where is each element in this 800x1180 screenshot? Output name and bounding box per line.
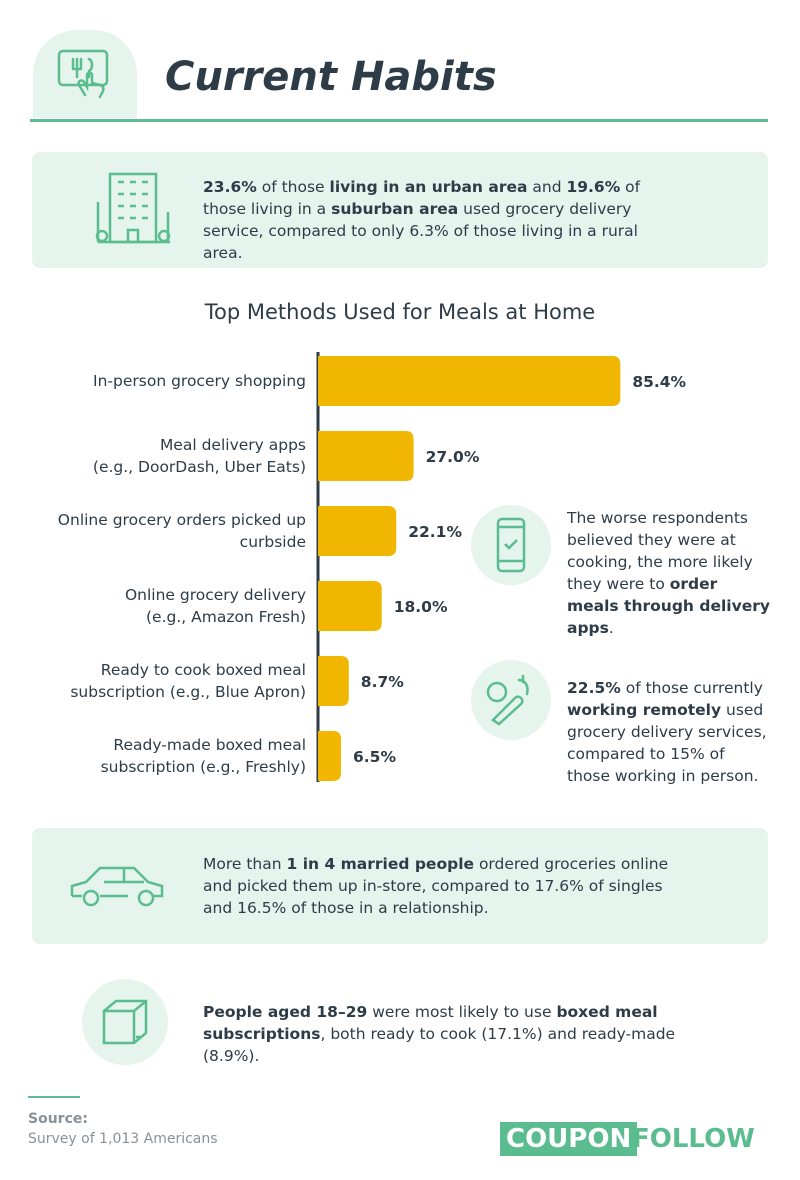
bold-text: People aged 18–29: [203, 1003, 368, 1021]
bold-text: suburban area: [331, 200, 459, 218]
bold-text: 23.6%: [203, 178, 257, 196]
value-label: 22.1%: [408, 523, 462, 541]
veg-icon: [486, 674, 529, 726]
bar: [318, 356, 621, 406]
category-label: Online grocery delivery (e.g., Amazon Fr…: [124, 586, 306, 626]
header-icon-bg: [33, 30, 137, 118]
text: and: [527, 178, 567, 196]
value-label: 6.5%: [353, 748, 396, 766]
bar: [318, 431, 414, 481]
value-label: 18.0%: [394, 598, 448, 616]
source-label: Source:: [28, 1111, 88, 1127]
bar: [318, 731, 342, 781]
phone-icon: [496, 517, 526, 573]
bold-text: working remotely: [567, 701, 722, 719]
bold-text: boxed meal subscriptions: [203, 1003, 658, 1043]
text: used grocery delivery services, compared…: [567, 701, 767, 785]
category-label: In-person grocery shopping: [93, 372, 306, 390]
category-label: Ready-made boxed meal subscription (e.g.…: [100, 736, 306, 776]
text: ordered groceries online and picked them…: [203, 855, 669, 917]
bold-text: living in an urban area: [329, 178, 528, 196]
category-label: Meal delivery apps (e.g., DoorDash, Uber…: [92, 436, 306, 476]
value-label: 8.7%: [361, 673, 404, 691]
box-icon: [102, 999, 148, 1045]
chart: 85.4% 27.0% 22.1% 18.0% 8.7% 6.5%: [316, 352, 687, 782]
bold-text: 22.5%: [567, 679, 621, 697]
car-icon: [70, 866, 164, 907]
category-label: Online grocery orders picked up curbside: [57, 511, 306, 551]
source-rule: [28, 1096, 80, 1098]
divider: [30, 119, 768, 122]
text: used grocery delivery service, compared …: [203, 200, 638, 262]
chart-title: Top Methods Used for Meals at Home: [204, 300, 596, 324]
text: More than: [203, 855, 287, 873]
married-box: [32, 828, 768, 944]
text: of those living in a: [203, 178, 641, 218]
value-label: 27.0%: [426, 448, 480, 466]
text: were most likely to use: [367, 1003, 557, 1021]
building-icon: [95, 172, 171, 244]
box-circle: [82, 979, 168, 1065]
category-label: Ready to cook boxed meal subscription (e…: [70, 661, 306, 701]
text: of those: [256, 178, 330, 196]
veg-circle: [471, 660, 551, 740]
source-text: Survey of 1,013 Americans: [28, 1131, 218, 1147]
bar: [318, 656, 349, 706]
text: , both ready to cook (17.1%) and ready-m…: [203, 1025, 676, 1065]
cooking-stat: The worse respondents believed they were…: [567, 507, 772, 639]
age-stat: People aged 18–29 were most likely to us…: [203, 1001, 723, 1067]
bold-text: 19.6%: [566, 178, 621, 196]
married-stat: More than 1 in 4 married people ordered …: [203, 853, 683, 919]
urban-box: [32, 152, 768, 268]
title: Current Habits: [165, 54, 497, 100]
value-label: 85.4%: [632, 373, 686, 391]
text: .: [608, 619, 614, 637]
text: of those currently: [620, 679, 763, 697]
bold-text: 1 in 4 married people: [286, 855, 475, 873]
bar: [318, 506, 397, 556]
text: The worse respondents believed they were…: [567, 509, 753, 593]
bold-text: order meals through delivery apps: [567, 575, 770, 637]
urban-stat: 23.6% of those living in an urban area a…: [203, 176, 663, 264]
logo-coupon: COUPON: [500, 1122, 638, 1156]
remote-stat: 22.5% of those currently working remotel…: [567, 677, 772, 787]
hand-icon: [57, 49, 109, 99]
logo-follow: FOLLOW: [632, 1124, 755, 1154]
bar: [318, 581, 382, 631]
